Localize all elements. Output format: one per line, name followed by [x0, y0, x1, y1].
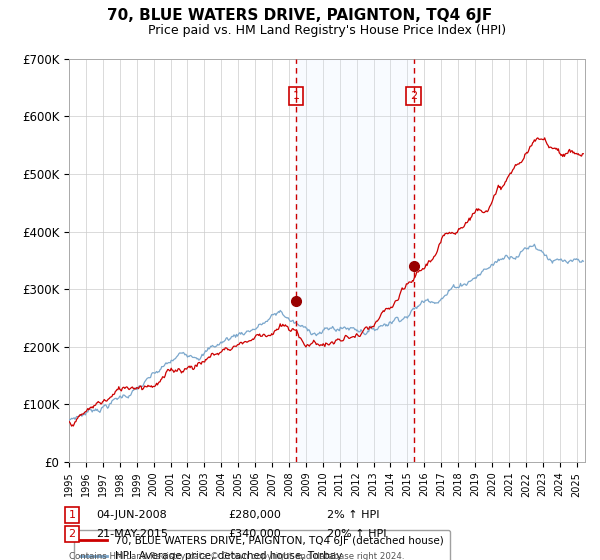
- Text: 1: 1: [293, 91, 299, 101]
- Bar: [296, 59, 414, 462]
- Title: Price paid vs. HM Land Registry's House Price Index (HPI): Price paid vs. HM Land Registry's House …: [148, 24, 506, 37]
- Text: 2: 2: [68, 529, 76, 539]
- Text: 2% ↑ HPI: 2% ↑ HPI: [327, 510, 380, 520]
- Text: 1: 1: [68, 510, 76, 520]
- Text: 20% ↑ HPI: 20% ↑ HPI: [327, 529, 386, 539]
- Text: £280,000: £280,000: [228, 510, 281, 520]
- Text: 21-MAY-2015: 21-MAY-2015: [96, 529, 168, 539]
- Legend: 70, BLUE WATERS DRIVE, PAIGNTON, TQ4 6JF (detached house), HPI: Average price, d: 70, BLUE WATERS DRIVE, PAIGNTON, TQ4 6JF…: [74, 530, 450, 560]
- Text: 70, BLUE WATERS DRIVE, PAIGNTON, TQ4 6JF: 70, BLUE WATERS DRIVE, PAIGNTON, TQ4 6JF: [107, 8, 493, 24]
- Text: £340,000: £340,000: [228, 529, 281, 539]
- Text: 04-JUN-2008: 04-JUN-2008: [96, 510, 167, 520]
- Text: 2: 2: [410, 91, 418, 101]
- Text: Contains HM Land Registry data © Crown copyright and database right 2024.: Contains HM Land Registry data © Crown c…: [69, 552, 404, 560]
